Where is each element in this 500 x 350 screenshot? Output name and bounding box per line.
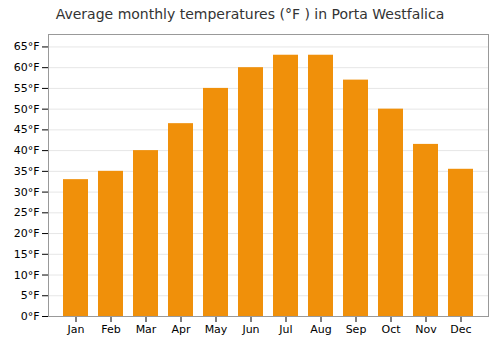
svg-text:35°F: 35°F <box>14 165 40 178</box>
svg-text:30°F: 30°F <box>14 186 40 199</box>
svg-text:10°F: 10°F <box>14 269 40 282</box>
svg-text:Aug: Aug <box>310 323 331 336</box>
svg-text:Jun: Jun <box>241 323 259 336</box>
svg-text:Sep: Sep <box>346 323 367 336</box>
svg-text:Feb: Feb <box>101 323 120 336</box>
svg-text:Jan: Jan <box>67 323 85 336</box>
svg-text:45°F: 45°F <box>14 123 40 136</box>
svg-text:15°F: 15°F <box>14 248 40 261</box>
svg-text:Oct: Oct <box>381 323 401 336</box>
svg-text:Apr: Apr <box>171 323 191 336</box>
svg-text:50°F: 50°F <box>14 103 40 116</box>
svg-text:40°F: 40°F <box>14 144 40 157</box>
svg-text:55°F: 55°F <box>14 82 40 95</box>
html-text:Average monthly temperatures (: Average monthly temperatures (°F ) in Po… <box>55 6 445 22</box>
svg-text:Dec: Dec <box>450 323 471 336</box>
svg-text:Mar: Mar <box>136 323 157 336</box>
svg-text:0°F: 0°F <box>21 310 40 323</box>
svg-text:65°F: 65°F <box>14 40 40 53</box>
svg-text:5°F: 5°F <box>21 289 40 302</box>
svg-text:25°F: 25°F <box>14 206 40 219</box>
svg-text:60°F: 60°F <box>14 61 40 74</box>
svg-text:Nov: Nov <box>415 323 437 336</box>
svg-text:20°F: 20°F <box>14 227 40 240</box>
svg-text:May: May <box>205 323 228 336</box>
svg-text:Jul: Jul <box>278 323 292 336</box>
